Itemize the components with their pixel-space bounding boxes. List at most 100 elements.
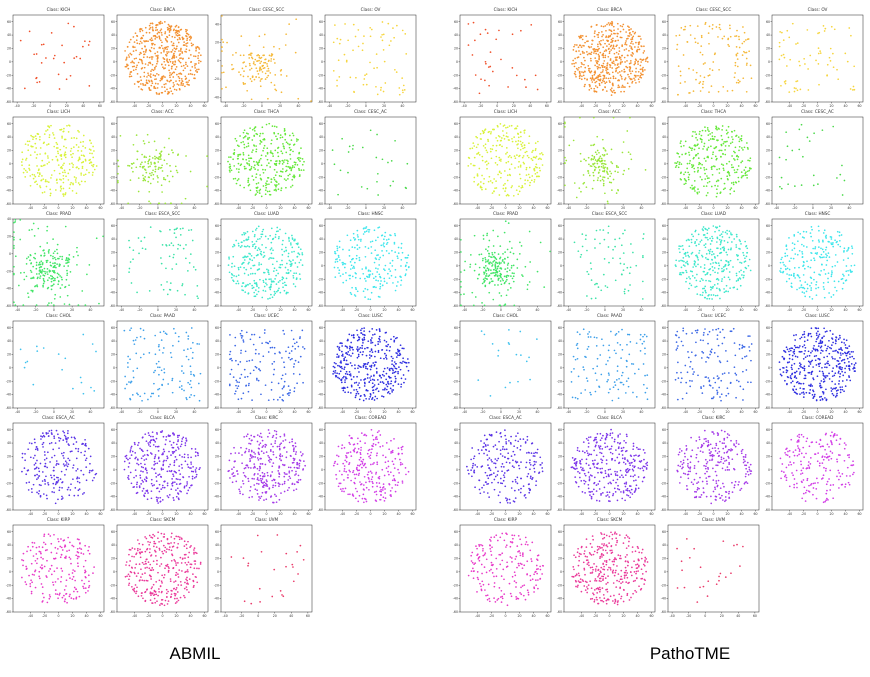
y-tick-label: 60: [215, 224, 219, 228]
x-tick-label: 20: [278, 512, 282, 516]
scatter-point: [338, 482, 341, 485]
scatter-point: [185, 543, 188, 546]
scatter-point: [161, 486, 164, 489]
x-tick-label: 20: [70, 206, 74, 210]
scatter-point: [263, 147, 265, 149]
scatter-point: [129, 38, 132, 41]
scatter-point: [68, 595, 71, 598]
scatter-point: [250, 449, 253, 452]
scatter-point: [165, 333, 168, 336]
scatter-point: [186, 463, 189, 466]
scatter-point: [29, 456, 32, 459]
scatter-point: [263, 499, 265, 501]
scatter-point: [166, 455, 168, 458]
scatter-point: [145, 440, 148, 443]
scatter-point: [159, 604, 161, 607]
y-tick-label: -60: [110, 508, 115, 512]
scatter-point: [291, 469, 293, 472]
scatter-point: [339, 366, 342, 369]
scatter-point: [246, 230, 249, 233]
scatter-point: [155, 593, 158, 596]
scatter-point: [148, 141, 150, 144]
scatter-point: [143, 178, 146, 181]
scatter-point: [71, 450, 73, 453]
scatter-point: [393, 479, 396, 481]
scatter-point: [265, 451, 268, 453]
scatter-point: [294, 163, 296, 166]
scatter-point: [153, 535, 156, 537]
scatter-point: [155, 24, 158, 27]
scatter-point: [349, 374, 352, 377]
scatter-point: [158, 483, 161, 486]
scatter-point: [297, 345, 300, 348]
scatter-point: [250, 434, 253, 437]
scatter-point: [344, 387, 346, 389]
y-tick-label: 40: [7, 543, 11, 547]
scatter-point: [78, 131, 80, 133]
scatter-point: [57, 433, 59, 436]
scatter-point: [80, 381, 83, 384]
scatter-point: [285, 277, 288, 280]
scatter-point: [241, 263, 243, 265]
scatter-point: [383, 245, 386, 248]
scatter-point: [353, 382, 356, 384]
scatter-point: [385, 250, 388, 252]
scatter-point: [387, 383, 390, 385]
scatter-point: [190, 470, 193, 473]
scatter-point: [338, 246, 341, 249]
scatter-point: [167, 383, 170, 385]
scatter-point: [57, 578, 59, 580]
scatter-point: [77, 555, 79, 558]
scatter-point: [156, 498, 158, 501]
scatter-point: [160, 488, 163, 490]
scatter-point: [153, 161, 156, 164]
scatter-point: [376, 133, 378, 136]
scatter-point: [72, 152, 74, 155]
scatter-point: [180, 385, 183, 387]
scatter-point: [365, 267, 367, 270]
scatter-point: [260, 263, 263, 266]
scatter-point: [251, 76, 254, 79]
scatter-point: [396, 257, 399, 260]
scatter-point: [393, 339, 396, 342]
scatter-point: [70, 436, 73, 439]
axes-frame: [324, 218, 417, 307]
scatter-point: [164, 546, 167, 549]
scatter-point: [47, 250, 50, 253]
scatter-point: [343, 368, 346, 370]
scatter-point: [300, 454, 303, 457]
scatter-point: [253, 129, 256, 132]
scatter-point: [147, 442, 150, 444]
scatter-point: [275, 495, 278, 497]
scatter-point: [165, 54, 168, 57]
scatter-point: [21, 158, 24, 161]
scatter-point: [397, 350, 400, 353]
scatter-point: [59, 545, 62, 548]
scatter-point: [297, 97, 300, 100]
y-tick-label: 60: [7, 530, 11, 534]
scatter-point: [256, 467, 259, 470]
scatter-point: [348, 354, 351, 356]
scatter-point: [61, 284, 63, 286]
scatter-point: [146, 547, 149, 550]
scatter-point: [165, 46, 168, 49]
scatter-point: [43, 133, 46, 135]
scatter-point: [136, 158, 139, 161]
scatter-point: [376, 387, 378, 390]
scatter-point: [160, 283, 163, 286]
scatter-point: [128, 381, 130, 383]
scatter-point: [155, 362, 158, 365]
scatter-point: [290, 139, 293, 141]
scatter-point: [377, 279, 380, 282]
scatter-point: [150, 578, 152, 580]
scatter-point: [172, 44, 175, 47]
y-tick-label: -60: [214, 202, 219, 206]
scatter-point: [45, 259, 48, 262]
scatter-point: [169, 76, 171, 79]
x-tick-label: 40: [81, 104, 85, 108]
scatter-point: [385, 383, 388, 386]
scatter-point: [258, 67, 261, 70]
scatter-point: [61, 495, 63, 498]
scatter-point: [277, 289, 279, 292]
scatter-point: [345, 454, 347, 457]
